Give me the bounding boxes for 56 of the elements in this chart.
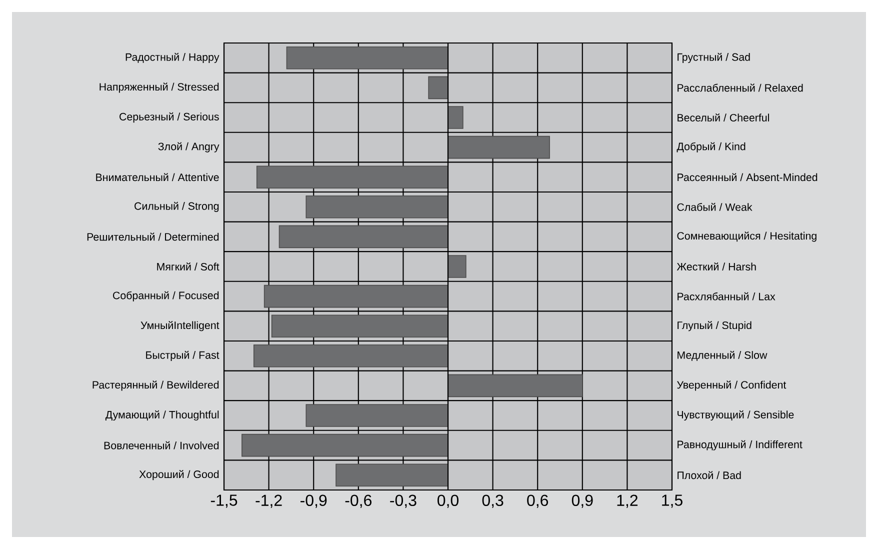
x-tick-label: -1,2 [256, 494, 282, 508]
bar [448, 255, 466, 278]
y-tick-label: Внимательный / Attentive [96, 173, 219, 182]
y-tick-label: Собранный / Focused [113, 291, 219, 302]
bar [286, 46, 448, 70]
bar [448, 136, 550, 159]
y-tick-label: Думающий / Thoughtful [105, 410, 219, 421]
y-tick-label: Сильный / Strong [134, 202, 219, 212]
y2-tick-label: Грустный / Sad [678, 52, 750, 63]
bar [448, 106, 464, 129]
bar [448, 374, 583, 398]
y2-tick-label: Равнодушный / Indifferent [678, 440, 802, 450]
y2-tick-label: Расслабленный / Relaxed [678, 84, 803, 92]
y-tick-label: Растерянный / Bewildered [92, 380, 219, 391]
y2-tick-label: Глупый / Stupid [678, 321, 752, 332]
y-tick-label: Хороший / Good [139, 470, 219, 480]
y2-tick-label: Рассеянный / Absent-Minded [678, 173, 818, 182]
x-tick-label: -1,5 [210, 494, 238, 508]
y-tick-label: Радостный / Happy [126, 52, 220, 63]
y2-tick-label: Расхлябанный / Lax [678, 292, 776, 300]
y-tick-label: Решительный / Determined [87, 232, 219, 241]
bar [278, 225, 448, 248]
x-tick-label: 0,6 [527, 494, 548, 508]
bar [336, 464, 448, 486]
y2-tick-label: Жесткий / Harsh [676, 262, 756, 271]
y-tick-label: Напряженный / Stressed [100, 82, 219, 93]
y2-tick-label: Медленный / Slow [678, 350, 768, 361]
bar [306, 195, 448, 218]
y2-tick-label: Сомневающийся / Hesitating [677, 232, 816, 242]
bar [253, 344, 448, 368]
y-tick-label: Вовлеченный / Involved [104, 441, 219, 450]
x-tick-label: -0,6 [345, 494, 372, 508]
bar [428, 76, 448, 100]
y2-tick-label: Чувствующий / Sensible [678, 410, 794, 421]
y-tick-label: Быстрый / Fast [146, 350, 220, 361]
x-tick-label: 1,5 [662, 494, 682, 508]
bar [256, 166, 448, 188]
y-tick-label: Злой / Angry [158, 142, 220, 152]
bar [306, 404, 448, 427]
y2-tick-label: Плохой / Bad [678, 471, 741, 480]
bar [271, 314, 448, 338]
y-tick-label: УмныйIntelligent [140, 321, 220, 332]
y2-tick-label: Добрый / Kind [676, 142, 746, 152]
bar [264, 284, 448, 308]
x-tick-label: -0,9 [300, 494, 327, 508]
x-tick-label: 0,9 [572, 494, 593, 508]
x-tick-label: 1,2 [617, 494, 638, 508]
y-tick-label: Серьезный / Serious [120, 112, 219, 123]
x-tick-label: -0,3 [390, 494, 416, 508]
y2-tick-label: Уверенный / Confident [677, 380, 786, 391]
bar [242, 434, 448, 457]
x-tick-label: 0,0 [438, 494, 459, 508]
y2-tick-label: Веселый / Cheerful [678, 113, 769, 122]
x-tick-label: 0,3 [482, 494, 504, 508]
y-tick-label: Мягкий / Soft [157, 262, 220, 271]
y2-tick-label: Слабый / Weak [677, 202, 752, 211]
